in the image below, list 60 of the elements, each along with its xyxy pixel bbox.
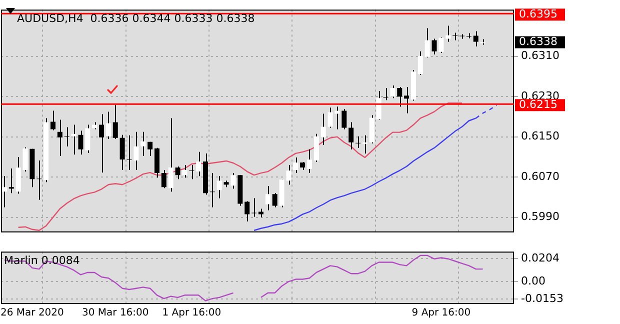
candlestick: [362, 134, 368, 154]
candlestick: [50, 110, 56, 131]
candlestick: [452, 32, 458, 41]
candlestick: [432, 38, 437, 55]
candlestick: [210, 172, 215, 208]
candlestick: [418, 50, 423, 76]
candlestick: [196, 151, 202, 177]
candlestick: [473, 30, 478, 47]
y-tick-label: 0.6150: [521, 130, 560, 143]
candlestick: [134, 131, 139, 171]
candlestick: [126, 134, 132, 171]
candlestick: [244, 200, 250, 222]
candlestick: [348, 122, 354, 150]
candlestick: [252, 198, 257, 218]
candlestick: [216, 176, 222, 199]
candlestick: [390, 85, 396, 99]
candlestick: [376, 90, 382, 120]
candlestick: [148, 141, 153, 156]
y-tick-label: 0.00: [521, 274, 546, 288]
candlestick: [85, 124, 90, 154]
candlestick: [466, 32, 472, 39]
candlestick: [189, 164, 194, 180]
candlestick: [106, 111, 111, 140]
candlestick: [64, 126, 70, 147]
candlestick: [175, 166, 180, 180]
candlestick: [320, 113, 326, 146]
candlestick: [265, 186, 270, 211]
candlestick: [57, 119, 62, 156]
candlestick: [460, 34, 465, 40]
x-tick-label: 30 Mar 16:00: [82, 308, 149, 319]
y-tick-label: 0.6070: [521, 170, 560, 183]
x-tick-label: 1 Apr 16:00: [162, 308, 222, 319]
candlestick: [36, 160, 42, 200]
candlestick: [404, 86, 410, 114]
candlestick: [99, 114, 104, 174]
candlestick: [161, 170, 166, 189]
ref-line-label: 0.6395: [519, 7, 558, 20]
y-tick-label: 0.0204: [521, 251, 560, 264]
y-tick-label: 0.6310: [521, 49, 560, 62]
candlestick: [120, 134, 125, 171]
candlestick: [397, 86, 402, 108]
candlestick: [356, 136, 361, 148]
candlestick: [78, 130, 84, 155]
candlestick: [383, 88, 388, 101]
candlestick: [112, 104, 118, 140]
x-tick-label: 26 Mar 2020: [0, 308, 64, 319]
chart-title: AUDUSD,H4 0.6336 0.6344 0.6333 0.6338: [17, 12, 255, 25]
y-tick-label: 0.5990: [521, 210, 560, 224]
candlestick: [307, 148, 312, 174]
candlestick: [140, 131, 146, 156]
candlestick: [293, 156, 298, 174]
candlestick: [446, 25, 451, 42]
x-tick-label: 9 Apr 16:00: [412, 308, 471, 319]
text: 0.6338: [519, 35, 558, 48]
candlestick: [272, 192, 278, 208]
candlestick: [342, 108, 347, 130]
candlestick: [168, 118, 174, 192]
candlestick: [8, 168, 14, 194]
candlestick: [424, 28, 430, 58]
y-tick-label: -0.0153: [521, 292, 564, 305]
